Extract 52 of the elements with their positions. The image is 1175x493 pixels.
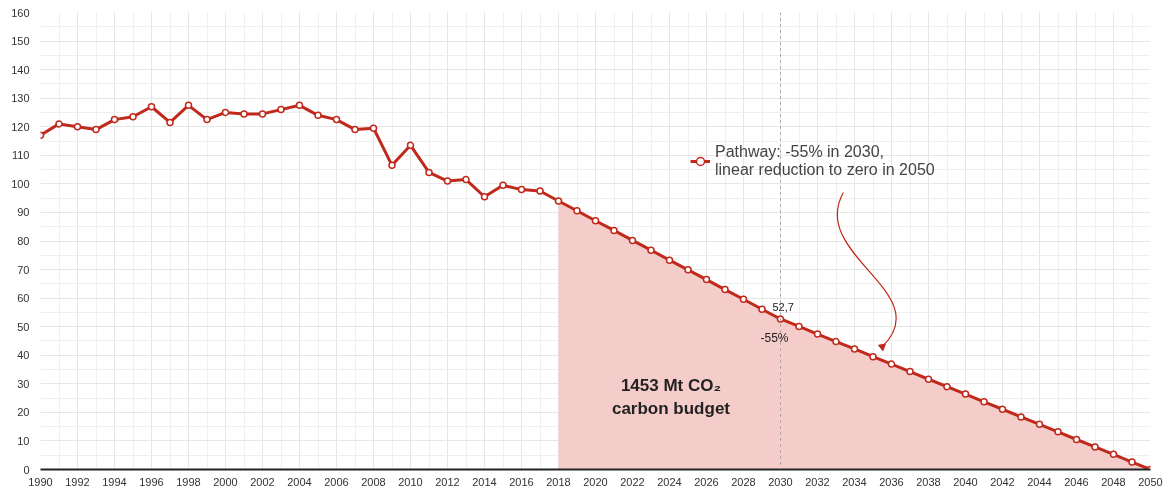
y-tick-label: 80 (17, 235, 30, 247)
y-tick-label: 20 (17, 406, 30, 419)
x-tick-label: 2050 (1138, 475, 1163, 488)
y-tick-label: 50 (17, 320, 30, 333)
y-tick-label: 40 (17, 349, 30, 362)
y-tick-label: 130 (11, 92, 30, 105)
x-tick-label: 2048 (1101, 475, 1126, 488)
legend-label: Pathway: -55% in 2030, linear reduction to zero in 2050 (715, 143, 935, 179)
x-tick-label: 2046 (1064, 475, 1089, 488)
y-tick-label: 0 (23, 463, 30, 476)
x-tick-label: 2024 (657, 475, 682, 488)
x-tick-label: 2016 (509, 475, 534, 488)
x-tick-label: 2044 (1027, 475, 1052, 488)
y-tick-label: 150 (11, 35, 30, 48)
y-tick-label: 60 (17, 292, 30, 305)
x-tick-label: 2002 (250, 475, 275, 488)
x-tick-label: 2032 (805, 475, 830, 488)
y-tick-label: 140 (11, 63, 30, 76)
x-tick-label: 2030 (768, 475, 793, 488)
x-tick-label: 1996 (139, 475, 164, 488)
x-tick-label: 2036 (879, 475, 904, 488)
x-tick-label: 1992 (65, 475, 90, 488)
x-tick-label: 2006 (324, 475, 349, 488)
y-tick-label: 30 (17, 377, 30, 390)
y-tick-label: 120 (11, 120, 30, 133)
x-tick-label: 2040 (953, 475, 978, 488)
x-tick-label: 2020 (583, 475, 608, 488)
x-tick-label: 2022 (620, 475, 645, 488)
annotation: 52,7 (772, 300, 794, 313)
x-tick-label: 2034 (842, 475, 867, 488)
x-tick-label: 2018 (546, 475, 571, 488)
x-tick-label: 2008 (361, 475, 386, 488)
x-tick-label: 2010 (398, 475, 423, 488)
x-tick-label: 1990 (28, 475, 53, 488)
x-tick-label: 2004 (287, 475, 312, 488)
annotation: -55% (760, 330, 789, 345)
x-tick-label: 2014 (472, 475, 497, 488)
y-tick-label: 90 (17, 206, 30, 219)
y-tick-label: 160 (11, 6, 30, 19)
x-tick-label: 2042 (990, 475, 1015, 488)
x-tick-label: 2028 (731, 475, 756, 488)
annotation: 1453 Mt CO₂ carbon budget (611, 376, 731, 418)
x-tick-label: 2012 (435, 475, 460, 488)
x-tick-label: 1998 (176, 475, 201, 488)
y-tick-label: 10 (17, 434, 30, 447)
x-tick-label: 2026 (694, 475, 719, 488)
y-tick-label: 110 (11, 149, 30, 162)
x-tick-label: 2000 (213, 475, 238, 488)
y-tick-label: 100 (11, 177, 30, 190)
x-tick-label: 2038 (916, 475, 941, 488)
x-tick-label: 1994 (102, 475, 127, 488)
y-tick-label: 70 (17, 263, 30, 276)
